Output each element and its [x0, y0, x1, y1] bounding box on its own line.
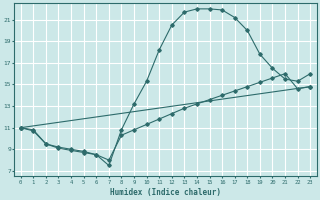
X-axis label: Humidex (Indice chaleur): Humidex (Indice chaleur) — [110, 188, 221, 197]
